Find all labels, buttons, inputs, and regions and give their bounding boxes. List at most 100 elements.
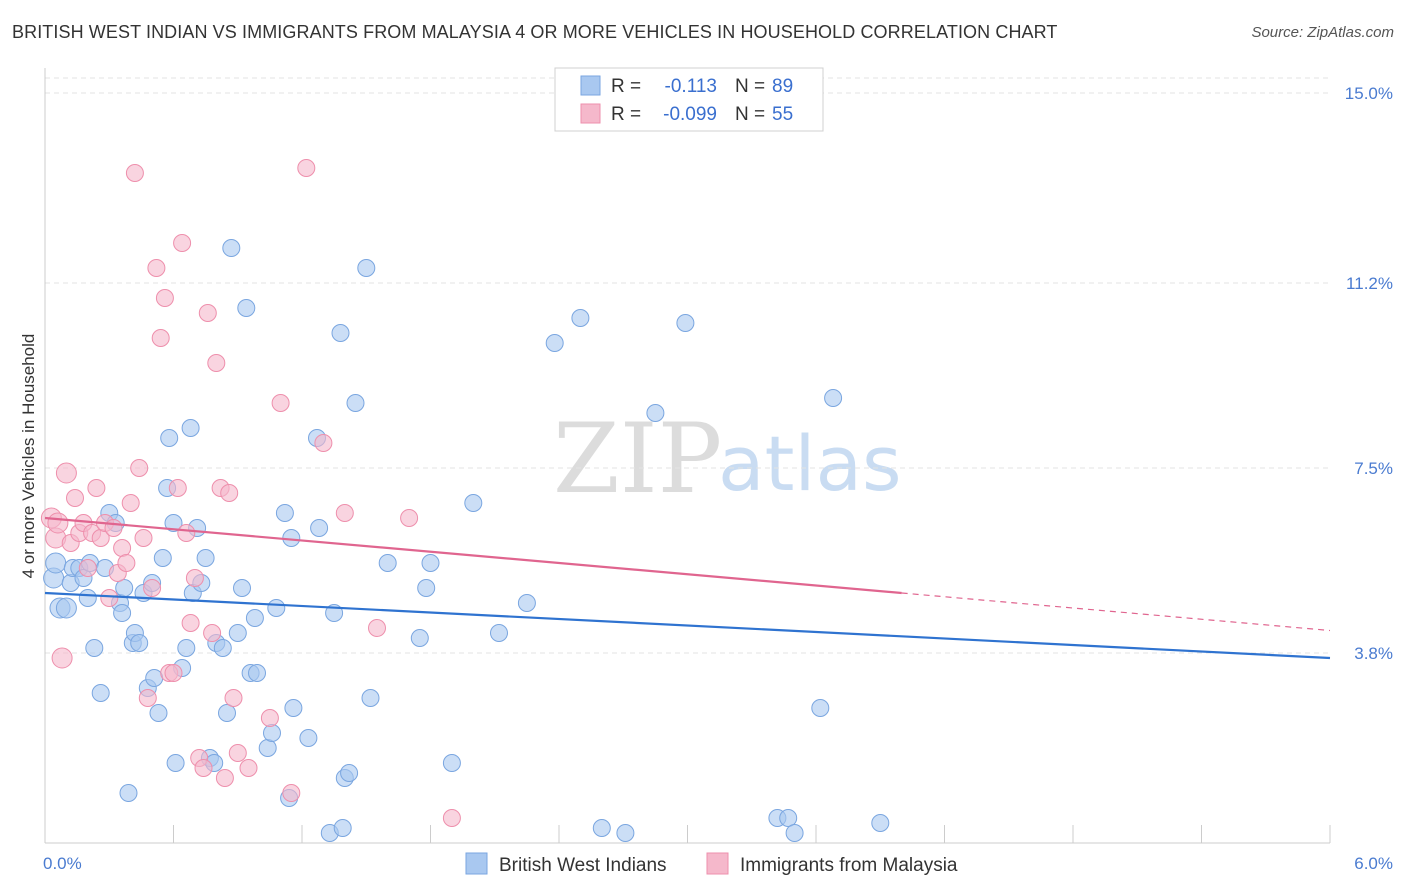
data-point bbox=[282, 784, 301, 802]
data-point bbox=[442, 809, 461, 827]
data-point bbox=[357, 259, 376, 277]
data-point bbox=[125, 164, 144, 182]
data-point bbox=[368, 619, 386, 637]
data-point bbox=[222, 239, 241, 257]
watermark-atlas: atlas bbox=[718, 419, 902, 508]
data-point bbox=[66, 489, 84, 507]
data-point bbox=[87, 479, 106, 497]
data-point bbox=[361, 689, 380, 707]
bottom-legend-label-pink: Immigrants from Malaysia bbox=[740, 855, 958, 876]
y-tick-label: 3.8% bbox=[1354, 644, 1393, 663]
data-point bbox=[181, 419, 200, 437]
data-point bbox=[417, 579, 436, 597]
data-point bbox=[824, 389, 843, 407]
legend-r-label-2: R = bbox=[611, 104, 641, 125]
data-point bbox=[340, 764, 359, 782]
data-point bbox=[811, 699, 830, 717]
data-point bbox=[113, 604, 132, 622]
data-point bbox=[779, 809, 798, 827]
watermark-zip: ZIP bbox=[553, 403, 722, 515]
data-point bbox=[592, 819, 611, 837]
data-point bbox=[153, 549, 172, 567]
data-point bbox=[151, 329, 170, 347]
data-point bbox=[237, 299, 256, 317]
data-point bbox=[121, 494, 140, 512]
data-point bbox=[299, 729, 318, 747]
y-tick-label: 11.2% bbox=[1346, 274, 1393, 293]
data-point bbox=[181, 614, 200, 632]
data-point bbox=[194, 759, 213, 777]
data-point bbox=[271, 394, 290, 412]
data-point bbox=[104, 519, 123, 537]
data-point bbox=[78, 589, 97, 607]
data-point bbox=[138, 689, 157, 707]
data-point bbox=[117, 554, 136, 572]
legend-r-label-1: R = bbox=[611, 76, 641, 97]
data-point bbox=[676, 314, 695, 332]
data-point bbox=[213, 639, 232, 657]
data-point bbox=[45, 552, 67, 574]
data-point bbox=[119, 784, 138, 802]
data-point bbox=[155, 289, 174, 307]
data-point bbox=[51, 647, 73, 669]
data-point bbox=[196, 549, 215, 567]
data-point bbox=[517, 594, 536, 612]
data-point bbox=[134, 529, 153, 547]
data-point bbox=[346, 394, 365, 412]
data-point bbox=[55, 462, 77, 484]
data-point bbox=[185, 569, 204, 587]
data-point bbox=[47, 512, 69, 534]
data-point bbox=[100, 589, 119, 607]
data-point bbox=[490, 624, 508, 642]
data-point bbox=[616, 824, 635, 842]
data-point bbox=[378, 554, 397, 572]
legend-r-value-2: -0.099 bbox=[663, 104, 717, 125]
y-axis-label: 4 or more Vehicles in Household bbox=[19, 334, 38, 579]
legend-n-value-1: 89 bbox=[772, 76, 793, 97]
y-tick-label: 7.5% bbox=[1354, 459, 1393, 478]
data-point bbox=[166, 754, 185, 772]
data-point bbox=[115, 579, 134, 597]
bottom-legend-swatch-pink bbox=[706, 852, 729, 875]
data-point bbox=[164, 664, 183, 682]
data-point bbox=[160, 429, 179, 447]
data-point bbox=[233, 579, 251, 597]
legend-swatch-blue bbox=[580, 75, 601, 96]
grid-lines bbox=[45, 77, 1330, 654]
data-point bbox=[78, 559, 97, 577]
data-point bbox=[85, 639, 104, 657]
bottom-legend-label-blue: British West Indians bbox=[499, 855, 667, 876]
data-point bbox=[314, 434, 333, 452]
data-point bbox=[228, 624, 247, 642]
data-point bbox=[785, 824, 804, 842]
data-point bbox=[130, 459, 149, 477]
data-point bbox=[335, 504, 354, 522]
series-immigrants-from-malaysia-points bbox=[40, 159, 461, 827]
source-label: Source: ZipAtlas.com bbox=[1251, 24, 1394, 41]
data-point bbox=[239, 759, 258, 777]
data-point bbox=[177, 524, 196, 542]
series-british-west-indians-points bbox=[43, 239, 890, 842]
data-point bbox=[113, 539, 132, 557]
data-point bbox=[333, 819, 352, 837]
trend-lines bbox=[44, 516, 1331, 660]
y-tick-label: 15.0% bbox=[1345, 84, 1393, 103]
data-point bbox=[198, 304, 217, 322]
data-point bbox=[147, 259, 166, 277]
data-point bbox=[143, 579, 162, 597]
data-point bbox=[130, 634, 149, 652]
legend-swatch-pink bbox=[580, 103, 601, 124]
data-point bbox=[224, 689, 243, 707]
data-point bbox=[215, 769, 234, 787]
x-tick-label-min: 0.0% bbox=[43, 854, 82, 873]
data-point bbox=[646, 404, 665, 422]
data-point bbox=[168, 479, 187, 497]
data-point bbox=[91, 684, 110, 702]
x-tick-marks bbox=[44, 825, 1331, 843]
data-point bbox=[442, 754, 461, 772]
data-point bbox=[145, 669, 164, 687]
data-point bbox=[258, 739, 277, 757]
data-point bbox=[248, 664, 266, 682]
data-point bbox=[545, 334, 564, 352]
data-point bbox=[149, 704, 168, 722]
